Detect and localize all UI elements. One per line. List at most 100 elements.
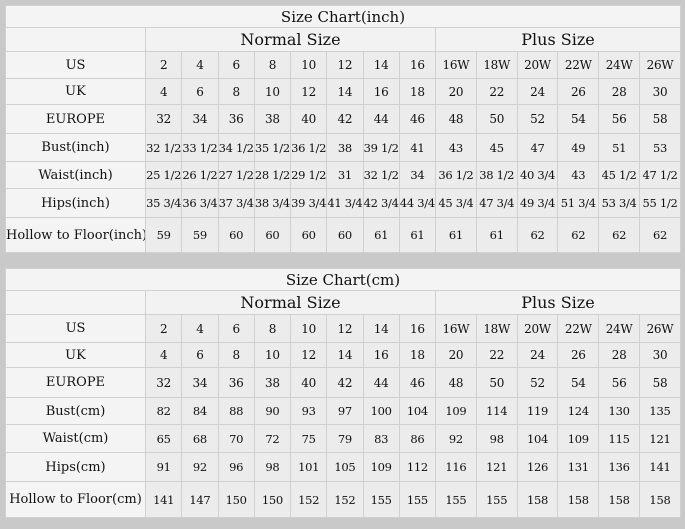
size-cell: 37 3/4 <box>217 188 255 218</box>
size-cell: 126 <box>516 452 559 482</box>
size-cell: 84 <box>181 397 219 425</box>
row-label: Waist(cm) <box>5 424 146 453</box>
size-cell: 100 <box>362 397 400 425</box>
size-cell: 92 <box>435 424 477 453</box>
size-cell: 92 <box>181 452 219 482</box>
table-row-waist-inch: Waist(inch) 25 1/2 26 1/2 27 1/2 28 1/2 29 1/… <box>5 161 681 189</box>
size-cell: 28 1/2 <box>253 161 292 189</box>
group-header-normal: Normal Size <box>145 290 436 315</box>
size-cell: 109 <box>362 452 400 482</box>
size-cell: 61 <box>435 217 477 253</box>
size-cell: 38 1/2 <box>475 161 518 189</box>
size-cell: 12 <box>326 51 364 79</box>
size-cell: 34 <box>181 367 219 398</box>
size-cell: 26 <box>557 78 600 105</box>
size-cell: 90 <box>253 397 292 425</box>
size-cell: 121 <box>475 452 518 482</box>
size-cell: 52 <box>516 104 559 134</box>
size-cell: 41 <box>398 133 437 162</box>
size-cell: 20 <box>435 342 477 368</box>
size-cell: 8 <box>217 78 255 105</box>
size-cell: 32 <box>144 367 183 398</box>
size-cell: 10 <box>253 342 292 368</box>
row-label: Bust(cm) <box>5 397 146 425</box>
size-cell: 124 <box>557 397 600 425</box>
size-cell: 18 <box>398 78 437 105</box>
size-cell: 51 <box>598 133 640 162</box>
size-cell: 34 <box>181 104 219 134</box>
size-cell: 47 1/2 <box>638 161 681 189</box>
size-cell: 24 <box>516 78 559 105</box>
size-cell: 91 <box>144 452 183 482</box>
size-cell: 49 <box>557 133 600 162</box>
size-cell: 38 <box>253 104 292 134</box>
size-cell: 109 <box>557 424 600 453</box>
size-cell: 56 <box>598 104 640 134</box>
table-row-bust-inch: Bust(inch) 32 1/2 33 1/2 34 1/2 35 1/2 36 1/2… <box>5 133 681 162</box>
size-cell: 20W <box>516 51 559 79</box>
size-cell: 42 <box>326 104 364 134</box>
table-row-uk: UK 4 6 8 10 12 14 16 18 20 22 24 26 28 30 <box>5 78 681 105</box>
size-cell: 155 <box>435 481 477 518</box>
size-cell: 2 <box>144 314 183 343</box>
size-cell: 50 <box>475 367 518 398</box>
size-cell: 36 3/4 <box>181 188 219 218</box>
size-cell: 48 <box>435 104 477 134</box>
size-cell: 101 <box>289 452 328 482</box>
size-cell: 2 <box>144 51 183 79</box>
size-cell: 16 <box>398 51 437 79</box>
size-cell: 75 <box>289 424 328 453</box>
row-label: US <box>5 51 146 79</box>
size-cell: 10 <box>289 314 328 343</box>
row-label: UK <box>5 342 146 368</box>
size-cell: 83 <box>362 424 400 453</box>
size-cell: 33 1/2 <box>181 133 219 162</box>
size-cell: 88 <box>217 397 255 425</box>
row-label: Hollow to Floor(inch) <box>5 217 146 253</box>
row-label: Hips(inch) <box>5 188 146 218</box>
size-cell: 28 <box>598 78 640 105</box>
size-cell: 93 <box>289 397 328 425</box>
size-cell: 47 3/4 <box>475 188 518 218</box>
size-cell: 59 <box>144 217 183 253</box>
size-cell: 79 <box>326 424 364 453</box>
size-cell: 18 <box>398 342 437 368</box>
size-cell: 26W <box>638 314 681 343</box>
size-cell: 22 <box>475 78 518 105</box>
size-cell: 39 1/2 <box>362 133 400 162</box>
size-cell: 158 <box>557 481 600 518</box>
size-cell: 61 <box>362 217 400 253</box>
row-label: EUROPE <box>5 367 146 398</box>
table-row-us: US 2 4 6 8 10 12 14 16 16W 18W 20W 22W 24W 26W <box>5 51 681 79</box>
size-cell: 52 <box>516 367 559 398</box>
size-cell: 16W <box>435 51 477 79</box>
size-cell: 36 1/2 <box>435 161 477 189</box>
size-cell: 61 <box>398 217 437 253</box>
size-cell: 25 1/2 <box>144 161 183 189</box>
size-cell: 60 <box>253 217 292 253</box>
size-cell: 112 <box>398 452 437 482</box>
size-cell: 96 <box>217 452 255 482</box>
group-header-normal: Normal Size <box>145 27 436 52</box>
size-cell: 50 <box>475 104 518 134</box>
size-cell: 141 <box>638 452 681 482</box>
size-cell: 158 <box>516 481 559 518</box>
row-label: EUROPE <box>5 104 146 134</box>
size-cell: 49 3/4 <box>516 188 559 218</box>
size-cell: 45 <box>475 133 518 162</box>
size-cell: 20W <box>516 314 559 343</box>
size-cell: 36 1/2 <box>289 133 328 162</box>
size-cell: 16 <box>362 78 400 105</box>
row-label: Hips(cm) <box>5 452 146 482</box>
row-label: Waist(inch) <box>5 161 146 189</box>
size-cell: 8 <box>253 314 292 343</box>
size-cell: 44 3/4 <box>398 188 437 218</box>
size-cell: 8 <box>217 342 255 368</box>
size-cell: 62 <box>516 217 559 253</box>
size-cell: 155 <box>398 481 437 518</box>
size-cell: 14 <box>362 51 400 79</box>
size-cell: 114 <box>475 397 518 425</box>
size-cell: 6 <box>217 51 255 79</box>
size-cell: 58 <box>638 104 681 134</box>
size-cell: 97 <box>326 397 364 425</box>
